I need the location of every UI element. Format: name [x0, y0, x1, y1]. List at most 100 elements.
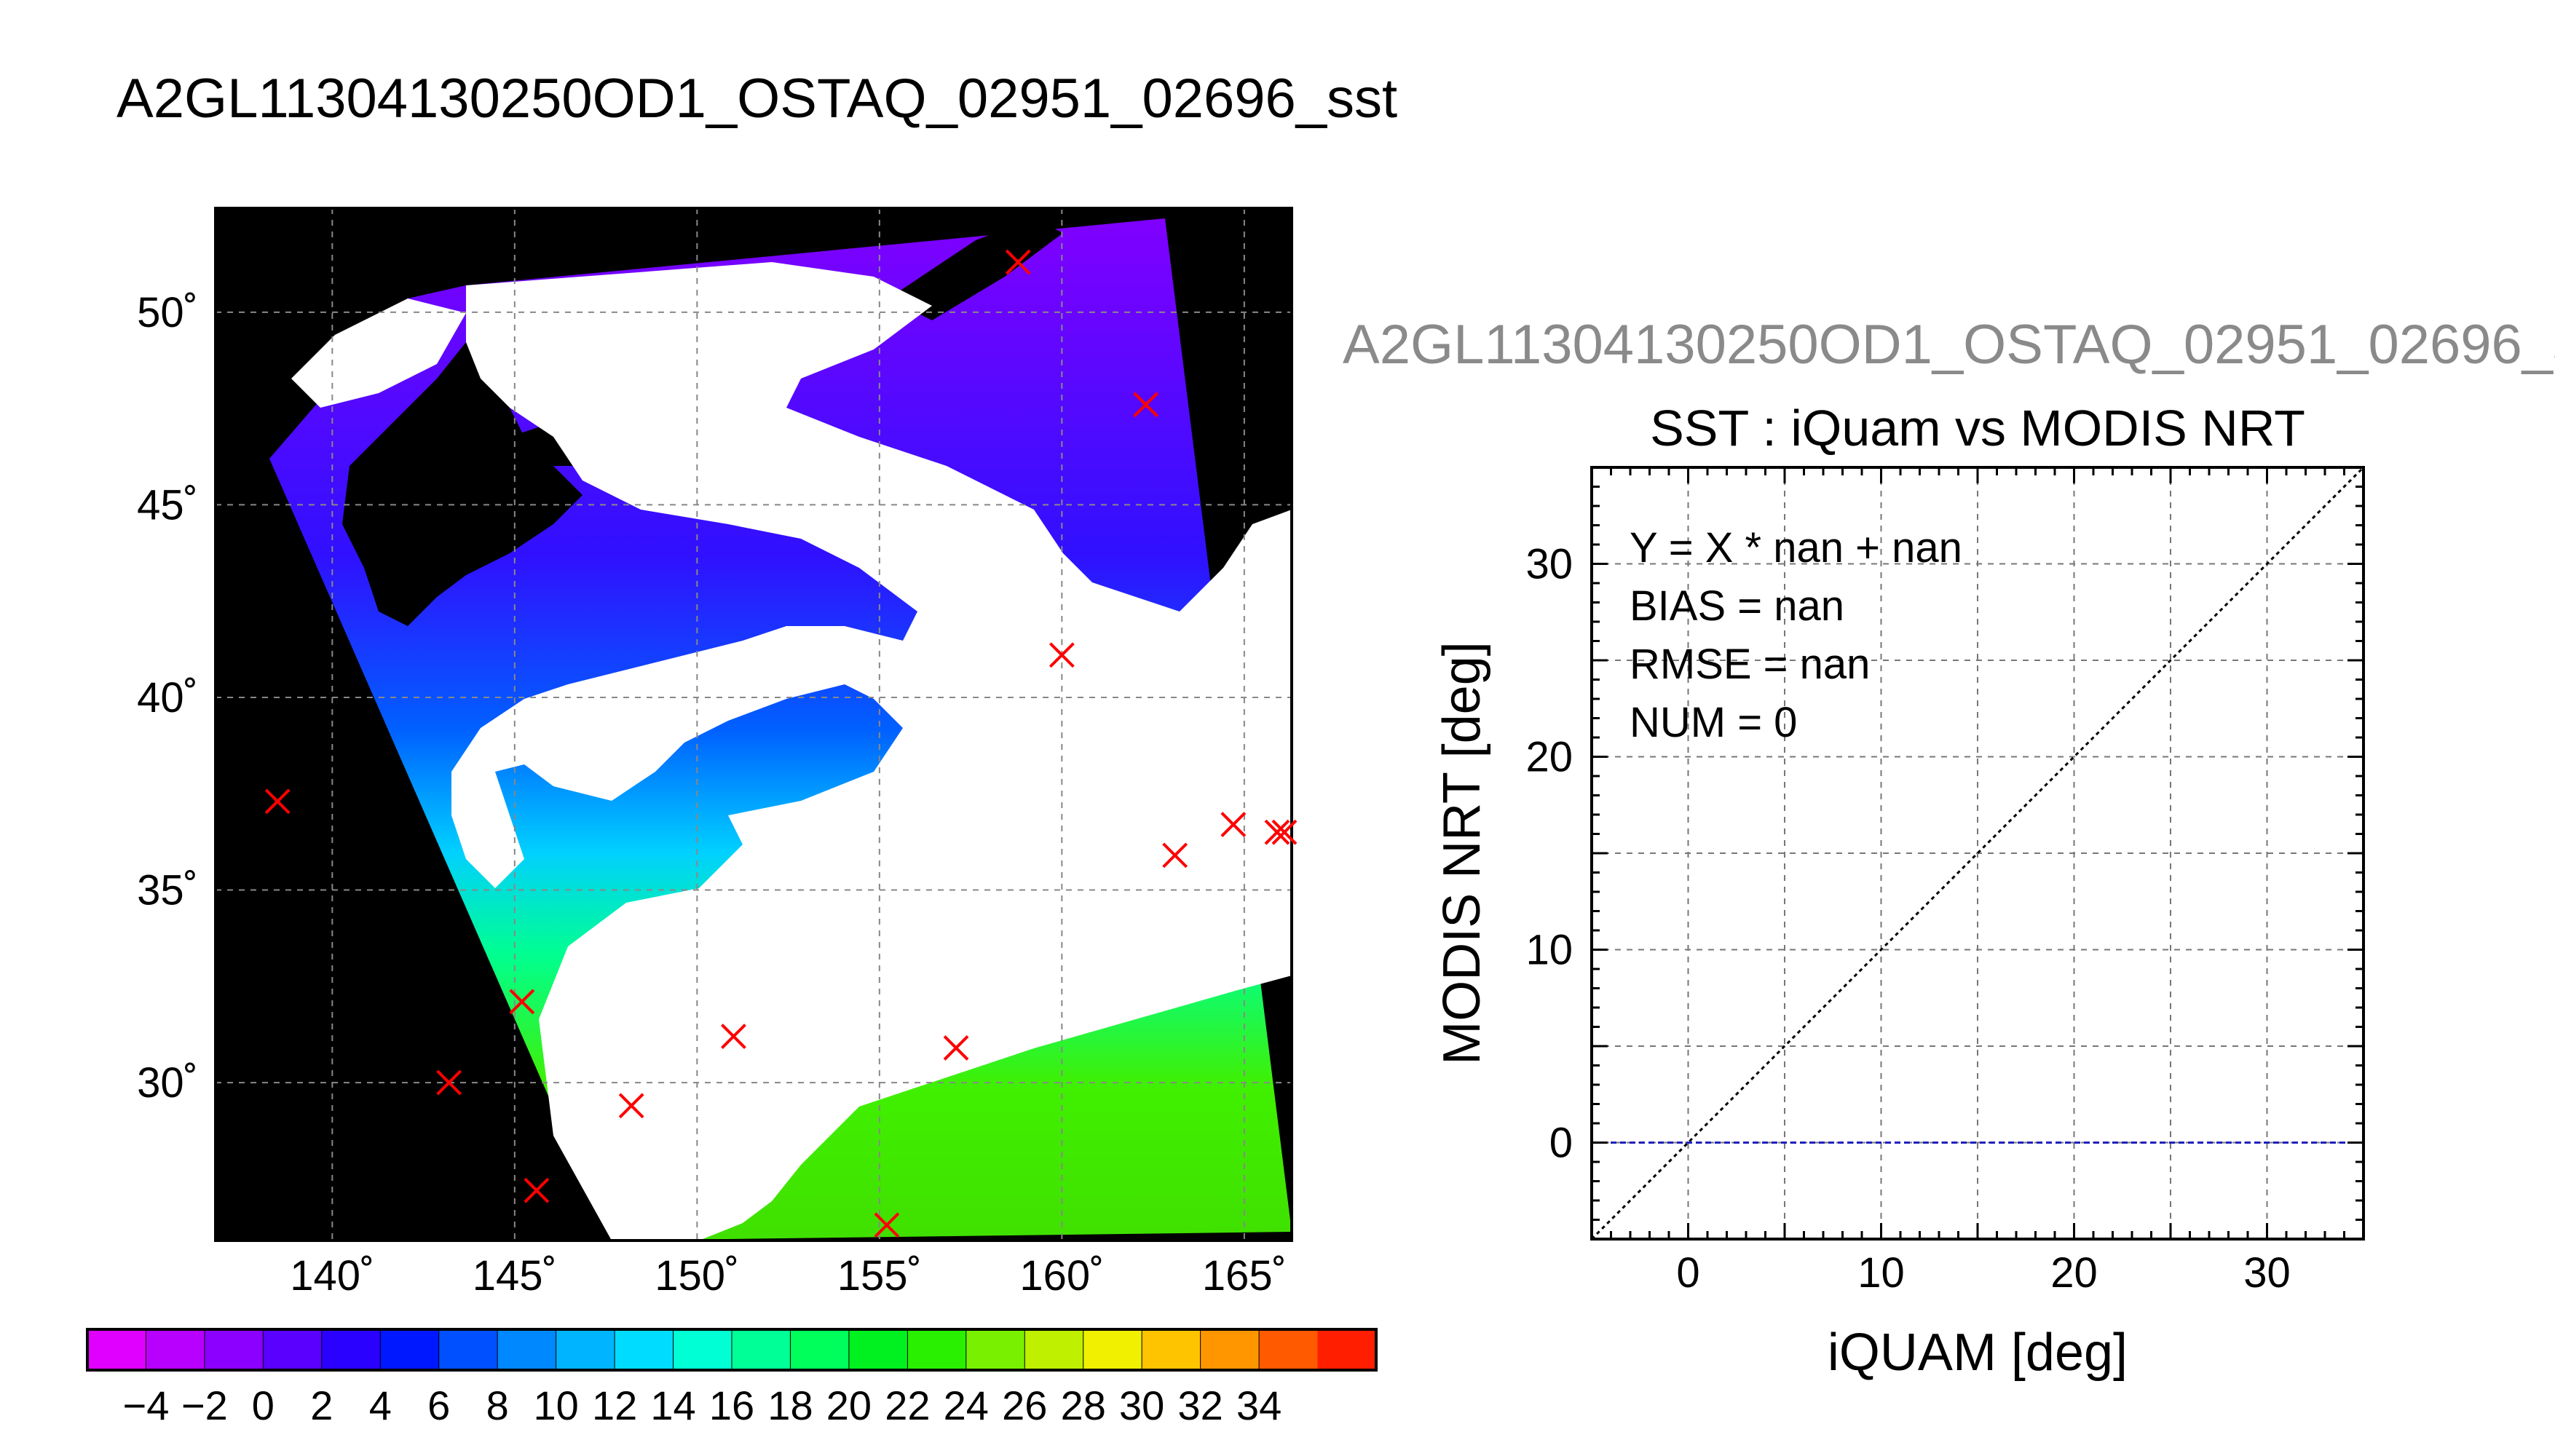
iquam-markers [264, 249, 1298, 1238]
iquam-marker [509, 989, 535, 1015]
colorbar-cell [556, 1329, 615, 1370]
colorbar-label: 30 [1119, 1382, 1164, 1428]
colorbar-cell [321, 1329, 381, 1370]
scatter-ticks [1590, 466, 2365, 1241]
colorbar-frame [86, 1328, 1378, 1372]
lat-tick-label: 40˚ [137, 674, 198, 721]
iquam-marker [618, 1093, 644, 1119]
y-tick-label: 0 [1549, 1120, 1573, 1167]
lon-tick-label: 145˚ [473, 1252, 557, 1299]
colorbar-label: 10 [533, 1382, 578, 1428]
lat-tick-label: 30˚ [137, 1059, 198, 1107]
iquam-marker [264, 788, 291, 815]
lat-tick-labels: 30˚ 35˚ 40˚ 45˚ 50˚ [137, 289, 198, 1107]
colorbar-label: 26 [1002, 1382, 1047, 1428]
lon-tick-label: 140˚ [290, 1252, 374, 1299]
x-tick-label: 10 [1857, 1249, 1905, 1297]
colorbar-cell [204, 1329, 264, 1370]
x-axis-label: iQUAM [deg] [1828, 1324, 2128, 1382]
x-tick-label: 30 [2243, 1249, 2291, 1297]
y-tick-label: 30 [1525, 541, 1573, 588]
iquam-marker [1049, 642, 1075, 668]
scatter-title: SST : iQuam vs MODIS NRT [1650, 400, 2305, 456]
y-axis-label: MODIS NRT [deg] [1433, 641, 1491, 1065]
x-tick-labels: 0 10 20 30 [1676, 1249, 2290, 1297]
colorbar-label: 0 [252, 1382, 275, 1428]
colorbar-cell [1317, 1329, 1377, 1370]
stats-line: Y = X * nan + nan [1630, 524, 1962, 571]
land-kamchatka [888, 218, 1063, 320]
colorbar-cell [907, 1329, 967, 1370]
iquam-marker [524, 1177, 550, 1203]
lon-tick-label: 150˚ [655, 1252, 739, 1299]
colorbar-cell [965, 1329, 1025, 1370]
colorbar-labels: −4 −2 0 2 4 6 8 10 12 14 16 18 20 22 24 26 28 30 32 34 [123, 1382, 1282, 1428]
colorbar-label: 32 [1177, 1382, 1223, 1428]
x-tick-label: 20 [2050, 1249, 2098, 1297]
y-tick-labels: 0 10 20 30 [1525, 541, 1573, 1167]
sst-map: 140˚ 145˚ 150˚ 155˚ 160˚ 165˚ 30˚ 35˚ 40˚ 45˚ 50˚ [137, 207, 1298, 1299]
colorbar-cell [497, 1329, 557, 1370]
colorbar-label: 14 [650, 1382, 695, 1428]
iquam-marker [1162, 842, 1188, 869]
iquam-marker [1264, 819, 1290, 845]
y-tick-label: 10 [1525, 927, 1573, 974]
stats-line: NUM = 0 [1630, 699, 1797, 746]
colorbar-cell [1142, 1329, 1201, 1370]
colorbar-cell [848, 1329, 908, 1370]
stats-box: Y = X * nan + nan BIAS = nan RMSE = nan NUM… [1630, 524, 1962, 746]
iquam-marker [436, 1069, 462, 1096]
x-tick-label: 0 [1676, 1249, 1699, 1297]
colorbar-cell [146, 1329, 205, 1370]
colorbar-label: 34 [1236, 1382, 1282, 1428]
lat-tick-label: 50˚ [137, 289, 198, 336]
map-grid [216, 208, 1292, 1241]
colorbar-cell [1200, 1329, 1260, 1370]
colorbar-cell [1083, 1329, 1142, 1370]
colorbar-label: 16 [709, 1382, 754, 1428]
colorbar-label: 24 [944, 1382, 989, 1428]
map-frame [214, 207, 1293, 1242]
land-japan [342, 342, 583, 626]
colorbar-label: 12 [592, 1382, 637, 1428]
colorbar-cell [87, 1329, 146, 1370]
colorbar: −4 −2 0 2 4 6 8 10 12 14 16 18 20 22 24 26 28 30 32 34 [86, 1328, 1378, 1428]
colorbar-label: 28 [1061, 1382, 1106, 1428]
lat-tick-label: 35˚ [137, 867, 198, 914]
main-title: A2GL11304130250OD1_OSTAQ_02951_02696_sst [117, 68, 1398, 130]
colorbar-cell [380, 1329, 440, 1370]
scatter-top-title: A2GL11304130250OD1_OSTAQ_02951_02696_sst [1343, 314, 2555, 376]
colorbar-cell [790, 1329, 850, 1370]
colorbar-label: 6 [427, 1382, 450, 1428]
iquam-marker [1133, 392, 1159, 418]
colorbar-cell [732, 1329, 791, 1370]
lon-tick-label: 165˚ [1202, 1252, 1287, 1299]
lat-tick-label: 45˚ [137, 481, 198, 529]
cloud-cover [291, 262, 1292, 1241]
y-tick-label: 20 [1525, 734, 1573, 781]
lon-tick-label: 160˚ [1019, 1252, 1104, 1299]
lon-tick-label: 155˚ [837, 1252, 922, 1299]
colorbar-label: 22 [885, 1382, 930, 1428]
stats-line: BIAS = nan [1630, 582, 1844, 630]
colorbar-cell [615, 1329, 674, 1370]
colorbar-label: 20 [826, 1382, 872, 1428]
colorbar-label: 8 [486, 1382, 509, 1428]
iquam-marker [874, 1212, 900, 1238]
stats-line: RMSE = nan [1630, 641, 1870, 688]
iquam-marker [1220, 812, 1247, 837]
colorbar-cell [263, 1329, 323, 1370]
colorbar-label: 2 [310, 1382, 333, 1428]
scatter-plot: SST : iQuam vs MODIS NRT 0 10 20 30 0 10 20 30… [1433, 400, 2365, 1382]
iquam-marker [721, 1024, 746, 1049]
colorbar-cell [1259, 1329, 1319, 1370]
colorbar-label: 18 [767, 1382, 813, 1428]
iquam-marker [1005, 249, 1031, 275]
colorbar-cell [673, 1329, 732, 1370]
iquam-marker [943, 1035, 969, 1061]
colorbar-label: −4 [123, 1382, 170, 1428]
colorbar-label: 4 [369, 1382, 392, 1428]
iquam-marker [1271, 819, 1298, 845]
colorbar-cell [1024, 1329, 1084, 1370]
